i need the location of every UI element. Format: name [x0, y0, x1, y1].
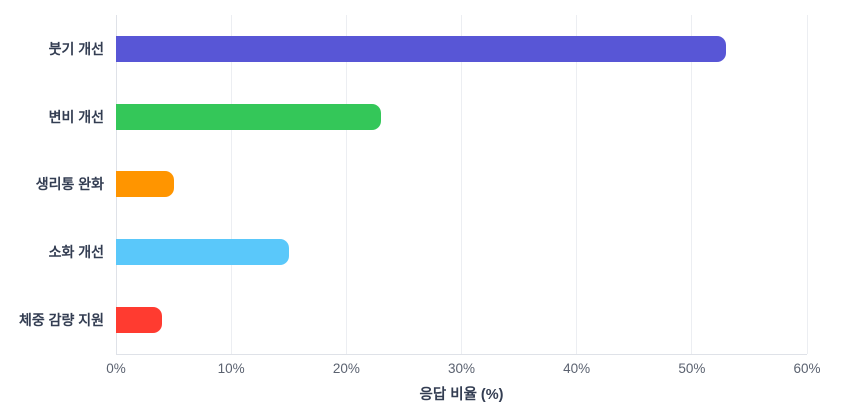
x-axis-title: 응답 비율 (%)	[419, 387, 504, 403]
category-label: 변비 개선	[48, 108, 104, 125]
gridline	[461, 15, 462, 354]
gridline	[345, 15, 347, 354]
gridline	[806, 15, 808, 354]
bar-rows	[116, 15, 807, 354]
category-label: 소화 개선	[48, 244, 104, 261]
bar-row	[116, 286, 807, 354]
bar-row	[116, 15, 807, 83]
x-tick-label: 60%	[793, 361, 821, 376]
gridline	[230, 15, 232, 354]
x-tick-label: 10%	[217, 361, 245, 376]
x-tick-label: 20%	[332, 361, 360, 376]
x-tick-labels: 0% 10% 20% 30% 40% 50% 60%	[106, 361, 820, 379]
bar-row	[116, 218, 807, 286]
gridline	[691, 15, 693, 354]
gridline	[576, 15, 578, 354]
bar-5[interactable]	[116, 307, 163, 334]
x-tick-label: 50%	[678, 361, 706, 376]
category-label: 생리통 완화	[35, 176, 104, 193]
plot-area	[115, 15, 808, 355]
category-label: 체중 감량 지원	[18, 312, 104, 329]
bar-row	[116, 151, 807, 219]
bar-1[interactable]	[116, 35, 727, 62]
x-tick-label: 30%	[447, 361, 476, 376]
bar-4[interactable]	[116, 239, 289, 266]
x-tick-label: 40%	[563, 361, 591, 376]
category-label: 붓기 개선	[48, 40, 104, 57]
bar-row	[116, 83, 807, 151]
bar-2[interactable]	[116, 103, 381, 130]
bar-3[interactable]	[116, 171, 174, 198]
x-tick-label: 0%	[106, 361, 126, 376]
